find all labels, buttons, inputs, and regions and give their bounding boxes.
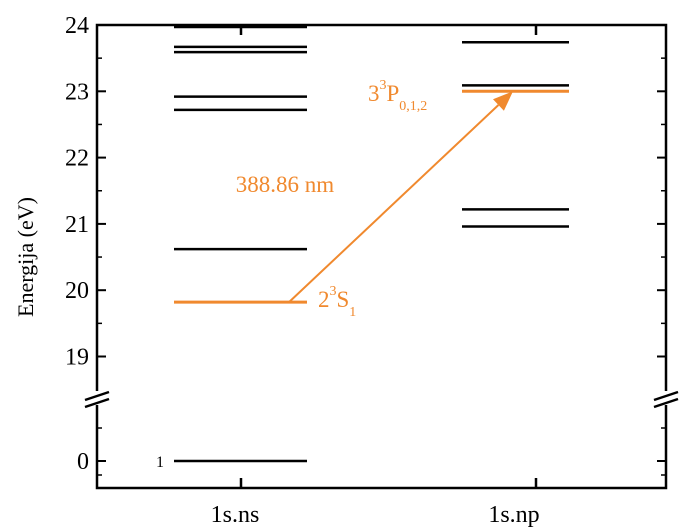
upper-term-label: 33P0,1,2 (368, 78, 427, 114)
axis-break-slash (84, 397, 110, 409)
axis-break-slash (653, 397, 679, 409)
transition-arrow-shaft (288, 104, 500, 303)
y-tick-label: 22 (65, 146, 89, 172)
lower-term-subscript: 1 (349, 305, 356, 320)
lower-term-multiplicity: 3 (330, 284, 337, 299)
axis-break-slash (84, 390, 110, 402)
energy-levels (174, 25, 569, 463)
axis-break-marks (84, 390, 679, 409)
upper-term-letter: P (387, 81, 400, 106)
ground-state-label: 1 (156, 454, 164, 471)
lower-term-label: 23S1 (318, 284, 356, 320)
transition-arrow-head (493, 91, 513, 111)
y-tick-label: 0 (77, 449, 89, 475)
upper-term-subscript: 0,1,2 (399, 99, 427, 114)
y-tick-label: 24 (65, 13, 89, 39)
lower-term-base: 2 (318, 287, 330, 312)
plot-frame (95, 23, 668, 490)
y-tick-label: 23 (65, 79, 89, 105)
axis-break-slash (653, 390, 679, 402)
column-label-np: 1s.np (488, 502, 539, 528)
column-label-ns: 1s.ns (211, 502, 260, 528)
lower-term-letter: S (337, 287, 350, 312)
y-axis-label: Energija (eV) (13, 197, 38, 317)
upper-term-multiplicity: 3 (380, 78, 387, 93)
transition-arrow (288, 91, 513, 303)
upper-term-base: 3 (368, 81, 380, 106)
y-tick-label: 19 (65, 345, 89, 371)
transition-wavelength-label: 388.86 nm (236, 172, 335, 197)
y-tick-label: 20 (65, 278, 89, 304)
x-axis-ticks (239, 25, 538, 488)
y-tick-label: 21 (65, 212, 89, 238)
